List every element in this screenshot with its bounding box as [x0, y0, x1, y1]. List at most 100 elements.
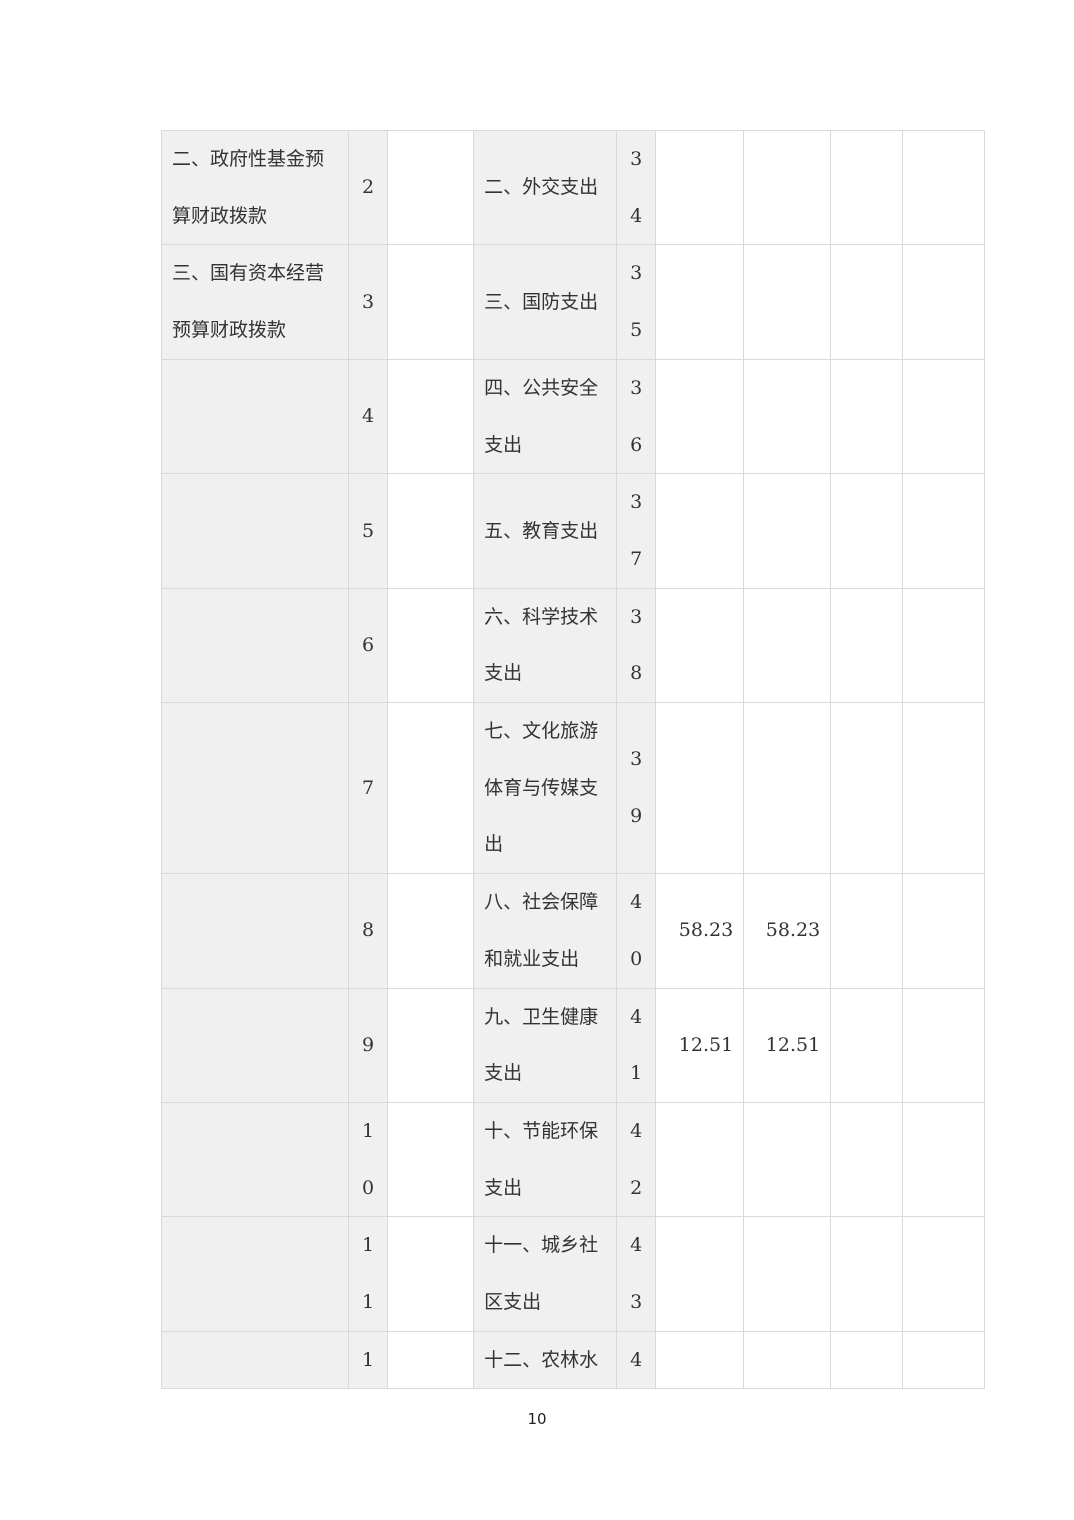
table-row: 4 四、公共安全支出 36	[161, 358, 986, 475]
expense-total-cell	[655, 587, 745, 704]
expense-general-budget-cell	[743, 587, 832, 704]
expense-item-cell: 七、文化旅游体育与传媒支出	[473, 702, 618, 875]
expense-item-cell: 四、公共安全支出	[473, 358, 618, 475]
income-line-no-cell: 1	[347, 1330, 389, 1390]
expense-general-budget-cell	[743, 358, 832, 475]
income-item-cell	[161, 473, 349, 589]
income-item-cell	[161, 873, 349, 989]
budget-table: 二、政府性基金预算财政拨款 2 二、外交支出 34 三、国有资本经营预算财政拨款 3 三、国…	[161, 129, 986, 1390]
income-item-cell	[161, 587, 349, 704]
expense-item-cell: 八、社会保障和就业支出	[473, 873, 618, 989]
table-row: 11 十一、城乡社区支出 43	[161, 1216, 986, 1332]
expense-total-cell	[655, 1101, 745, 1218]
expense-state-capital-budget-cell	[902, 587, 986, 704]
income-amount-cell	[387, 1330, 475, 1390]
expense-fund-budget-cell	[830, 358, 904, 475]
income-item-cell: 二、政府性基金预算财政拨款	[161, 129, 349, 246]
expense-line-no-cell: 34	[616, 129, 657, 246]
income-item-cell	[161, 987, 349, 1103]
income-amount-cell	[387, 244, 475, 360]
expense-total-cell	[655, 129, 745, 246]
income-amount-cell	[387, 873, 475, 989]
expense-total-cell	[655, 244, 745, 360]
expense-fund-budget-cell	[830, 473, 904, 589]
expense-general-budget-cell	[743, 702, 832, 875]
income-item-cell	[161, 1330, 349, 1390]
expense-item-cell: 三、国防支出	[473, 244, 618, 360]
income-amount-cell	[387, 587, 475, 704]
expense-line-no-cell: 4	[616, 1330, 657, 1390]
income-amount-cell	[387, 987, 475, 1103]
income-item-cell	[161, 358, 349, 475]
expense-state-capital-budget-cell	[902, 473, 986, 589]
expense-line-no-cell: 42	[616, 1101, 657, 1218]
expense-state-capital-budget-cell	[902, 702, 986, 875]
income-line-no-cell: 7	[347, 702, 389, 875]
expense-line-no-cell: 39	[616, 702, 657, 875]
expense-item-cell: 十一、城乡社区支出	[473, 1216, 618, 1332]
expense-item-cell: 九、卫生健康支出	[473, 987, 618, 1103]
income-item-cell	[161, 1216, 349, 1332]
expense-state-capital-budget-cell	[902, 1330, 986, 1390]
expense-total-cell	[655, 1216, 745, 1332]
expense-fund-budget-cell	[830, 244, 904, 360]
income-line-no-cell: 8	[347, 873, 389, 989]
expense-line-no-cell: 36	[616, 358, 657, 475]
income-item-cell	[161, 702, 349, 875]
expense-total-cell	[655, 473, 745, 589]
income-item-cell: 三、国有资本经营预算财政拨款	[161, 244, 349, 360]
expense-total-cell	[655, 702, 745, 875]
income-line-no-cell: 11	[347, 1216, 389, 1332]
table-row: 6 六、科学技术支出 38	[161, 587, 986, 704]
expense-state-capital-budget-cell	[902, 244, 986, 360]
expense-state-capital-budget-cell	[902, 987, 986, 1103]
expense-fund-budget-cell	[830, 987, 904, 1103]
expense-state-capital-budget-cell	[902, 1101, 986, 1218]
expense-line-no-cell: 40	[616, 873, 657, 989]
expense-state-capital-budget-cell	[902, 358, 986, 475]
expense-total-cell	[655, 358, 745, 475]
expense-general-budget-cell	[743, 1216, 832, 1332]
income-amount-cell	[387, 473, 475, 589]
expense-fund-budget-cell	[830, 873, 904, 989]
income-amount-cell	[387, 129, 475, 246]
income-line-no-cell: 3	[347, 244, 389, 360]
expense-fund-budget-cell	[830, 587, 904, 704]
expense-fund-budget-cell	[830, 702, 904, 875]
expense-fund-budget-cell	[830, 1330, 904, 1390]
income-line-no-cell: 9	[347, 987, 389, 1103]
table-row: 8 八、社会保障和就业支出 40 58.23 58.23	[161, 873, 986, 989]
expense-general-budget-cell	[743, 129, 832, 246]
expense-line-no-cell: 43	[616, 1216, 657, 1332]
table-row: 7 七、文化旅游体育与传媒支出 39	[161, 702, 986, 875]
table-row: 三、国有资本经营预算财政拨款 3 三、国防支出 35	[161, 244, 986, 360]
expense-item-cell: 五、教育支出	[473, 473, 618, 589]
expense-total-cell: 58.23	[655, 873, 745, 989]
expense-line-no-cell: 35	[616, 244, 657, 360]
expense-line-no-cell: 37	[616, 473, 657, 589]
income-amount-cell	[387, 1216, 475, 1332]
expense-item-cell: 十、节能环保支出	[473, 1101, 618, 1218]
expense-general-budget-cell	[743, 1330, 832, 1390]
expense-state-capital-budget-cell	[902, 129, 986, 246]
expense-state-capital-budget-cell	[902, 1216, 986, 1332]
income-line-no-cell: 5	[347, 473, 389, 589]
expense-total-cell: 12.51	[655, 987, 745, 1103]
expense-total-cell	[655, 1330, 745, 1390]
expense-general-budget-cell	[743, 1101, 832, 1218]
income-amount-cell	[387, 358, 475, 475]
expense-fund-budget-cell	[830, 1216, 904, 1332]
expense-general-budget-cell	[743, 473, 832, 589]
expense-line-no-cell: 38	[616, 587, 657, 704]
expense-general-budget-cell: 12.51	[743, 987, 832, 1103]
income-amount-cell	[387, 1101, 475, 1218]
table-row: 二、政府性基金预算财政拨款 2 二、外交支出 34	[161, 129, 986, 246]
income-line-no-cell: 6	[347, 587, 389, 704]
expense-general-budget-cell: 58.23	[743, 873, 832, 989]
expense-line-no-cell: 41	[616, 987, 657, 1103]
expense-fund-budget-cell	[830, 1101, 904, 1218]
income-line-no-cell: 2	[347, 129, 389, 246]
page-number: 10	[527, 1410, 547, 1428]
income-amount-cell	[387, 702, 475, 875]
expense-item-cell: 二、外交支出	[473, 129, 618, 246]
